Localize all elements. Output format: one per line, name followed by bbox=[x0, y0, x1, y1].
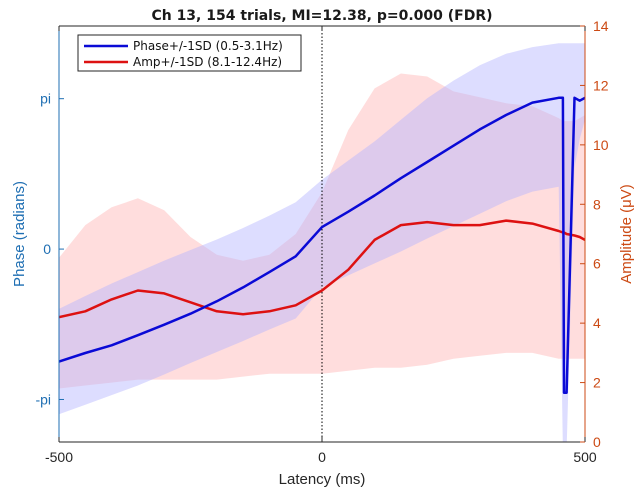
line-phase bbox=[59, 96, 585, 394]
left-tick-label: pi bbox=[40, 91, 51, 107]
x-tick-label: 0 bbox=[318, 449, 326, 465]
legend: Phase+/-1SD (0.5-3.1Hz) Amp+/-1SD (8.1-1… bbox=[77, 34, 302, 72]
series-lines bbox=[59, 26, 585, 442]
left-tick-label: 0 bbox=[43, 241, 51, 257]
right-tick-label: 8 bbox=[593, 196, 601, 212]
band-amplitude bbox=[59, 73, 585, 389]
right-tick-label: 4 bbox=[593, 315, 601, 331]
confidence-bands bbox=[59, 43, 585, 442]
chart-title: Ch 13, 154 trials, MI=12.38, p=0.000 (FD… bbox=[151, 8, 492, 24]
right-tick-label: 14 bbox=[593, 18, 609, 34]
right-tick-label: 2 bbox=[593, 375, 601, 391]
x-tick-label: 500 bbox=[573, 449, 597, 465]
right-tick-label: 12 bbox=[593, 77, 609, 93]
x-tick-label: -500 bbox=[45, 449, 73, 465]
right-tick-label: 10 bbox=[593, 137, 609, 153]
left-axis-label: Phase (radians) bbox=[11, 181, 28, 287]
right-tick-label: 0 bbox=[593, 434, 601, 450]
band-phase bbox=[59, 43, 585, 442]
right-tick-label: 6 bbox=[593, 256, 601, 272]
legend-box bbox=[77, 34, 302, 72]
legend-label-amplitude: Amp+/-1SD (8.1-12.4Hz) bbox=[133, 55, 282, 69]
right-axis-label: Amplitude (μV) bbox=[618, 184, 635, 284]
x-axis-label: Latency (ms) bbox=[279, 471, 366, 488]
left-tick-label: -pi bbox=[35, 391, 51, 407]
legend-label-phase: Phase+/-1SD (0.5-3.1Hz) bbox=[133, 39, 283, 53]
